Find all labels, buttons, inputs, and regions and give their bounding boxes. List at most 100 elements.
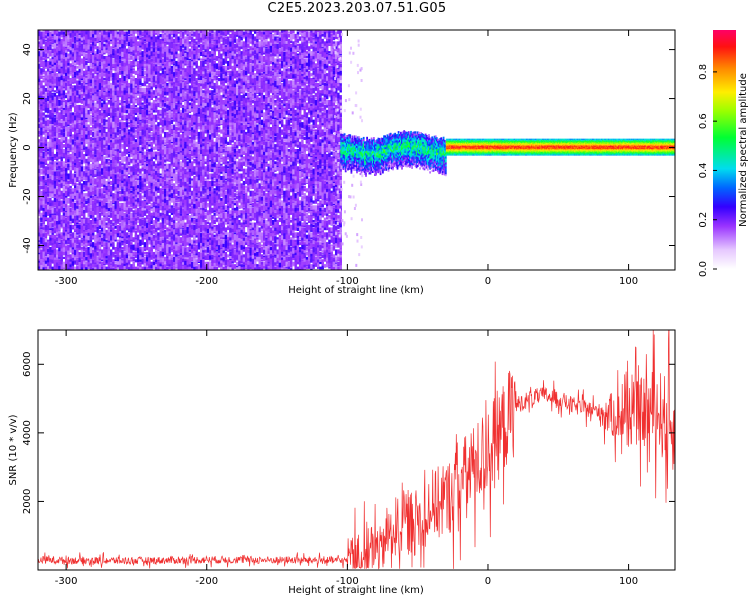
heatmap-cell <box>92 185 95 191</box>
heatmap-cell <box>60 264 63 270</box>
heatmap-cell <box>47 168 50 175</box>
heatmap-cell <box>65 139 68 145</box>
heatmap-cell <box>38 222 41 227</box>
heatmap-cell <box>141 227 144 233</box>
heatmap-cell <box>38 36 41 41</box>
heatmap-cell <box>53 212 57 216</box>
heatmap-cell <box>65 149 68 155</box>
heatmap-cell <box>101 207 104 213</box>
heatmap-cell <box>67 161 70 164</box>
heatmap-cell <box>121 151 124 157</box>
heatmap-cell <box>121 33 124 40</box>
heatmap-cell <box>119 95 122 98</box>
heatmap-cell <box>69 46 72 51</box>
heatmap-cell <box>112 46 115 49</box>
heatmap-cell <box>94 239 97 244</box>
heatmap-cell <box>143 193 147 198</box>
heatmap-cell <box>76 222 79 225</box>
heatmap-cell <box>53 136 57 142</box>
heatmap-cell <box>110 107 113 113</box>
heatmap-cell <box>42 75 45 78</box>
heatmap-cell <box>157 122 160 127</box>
heatmap-cell <box>157 217 160 222</box>
heatmap-cell <box>89 141 93 144</box>
heatmap-cell <box>141 266 144 270</box>
heatmap-cell <box>62 149 66 153</box>
heatmap-cell <box>76 146 79 152</box>
heatmap-cell <box>128 41 131 47</box>
heatmap-cell <box>159 63 162 67</box>
heatmap-cell <box>148 87 151 91</box>
heatmap-cell <box>107 190 111 196</box>
heatmap-cell <box>49 185 52 192</box>
heatmap-cell <box>83 144 86 148</box>
heatmap-cell <box>89 190 93 196</box>
heatmap-cell <box>38 232 41 237</box>
heatmap-cell <box>116 183 120 188</box>
heatmap-cell <box>51 207 54 214</box>
heatmap-cell <box>130 212 133 218</box>
heatmap-cell <box>110 180 113 185</box>
heatmap-cell <box>128 92 131 97</box>
heatmap-cell <box>103 195 106 198</box>
heatmap-cell <box>112 114 115 118</box>
heatmap-cell <box>74 146 77 149</box>
heatmap-cell <box>69 95 72 98</box>
heatmap-cell <box>56 127 59 133</box>
heatmap-cell <box>56 117 59 121</box>
heatmap-cell <box>56 183 59 190</box>
heatmap-cell <box>76 244 79 248</box>
heatmap-cell <box>83 139 86 145</box>
heatmap-cell <box>67 227 70 233</box>
heatmap-cell <box>159 222 162 228</box>
heatmap-cell <box>49 102 52 109</box>
heatmap-cell <box>67 205 70 211</box>
heatmap-cell <box>53 188 57 194</box>
heatmap-cell <box>85 207 88 212</box>
heatmap-cell <box>85 136 88 140</box>
heatmap-cell <box>92 92 95 96</box>
heatmap-cell <box>137 224 140 230</box>
heatmap-cell <box>74 43 77 49</box>
heatmap-cell <box>143 65 147 69</box>
heatmap-cell <box>114 185 117 190</box>
heatmap-cell <box>89 92 93 95</box>
heatmap-cell <box>69 141 72 145</box>
heatmap-cell <box>71 202 75 208</box>
heatmap-cell <box>56 264 59 268</box>
heatmap-cell <box>40 229 43 234</box>
heatmap-cell <box>112 232 115 237</box>
heatmap-cell <box>89 227 93 234</box>
heatmap-cell <box>92 85 95 91</box>
heatmap-cell <box>74 153 77 160</box>
heatmap-cell <box>121 124 124 129</box>
heatmap-cell <box>62 131 66 137</box>
heatmap-cell <box>141 151 144 155</box>
heatmap-cell <box>67 151 70 155</box>
heatmap-cell <box>134 70 138 75</box>
heatmap-cell <box>49 63 52 68</box>
heatmap-cell <box>67 141 70 148</box>
heatmap-cell <box>49 247 52 252</box>
heatmap-cell <box>161 168 165 172</box>
heatmap-cell <box>62 227 66 233</box>
heatmap-cell <box>103 193 106 197</box>
heatmap-cell <box>125 56 129 60</box>
heatmap-cell <box>62 156 66 159</box>
heatmap-cell <box>110 129 113 135</box>
heatmap-cell <box>116 224 120 230</box>
heatmap-cell <box>69 239 72 244</box>
heatmap-cell <box>44 36 48 41</box>
heatmap-cell <box>42 222 45 228</box>
heatmap-cell <box>123 227 126 231</box>
heatmap-cell <box>69 97 72 102</box>
heatmap-cell <box>56 43 59 46</box>
heatmap-cell <box>85 180 88 185</box>
heatmap-cell <box>119 36 122 40</box>
heatmap-cell <box>123 31 126 35</box>
heatmap-cell <box>148 173 151 176</box>
heatmap-cell <box>141 149 144 152</box>
heatmap-cell <box>53 220 57 223</box>
heatmap-cell <box>76 48 79 52</box>
heatmap-cell <box>132 166 135 173</box>
